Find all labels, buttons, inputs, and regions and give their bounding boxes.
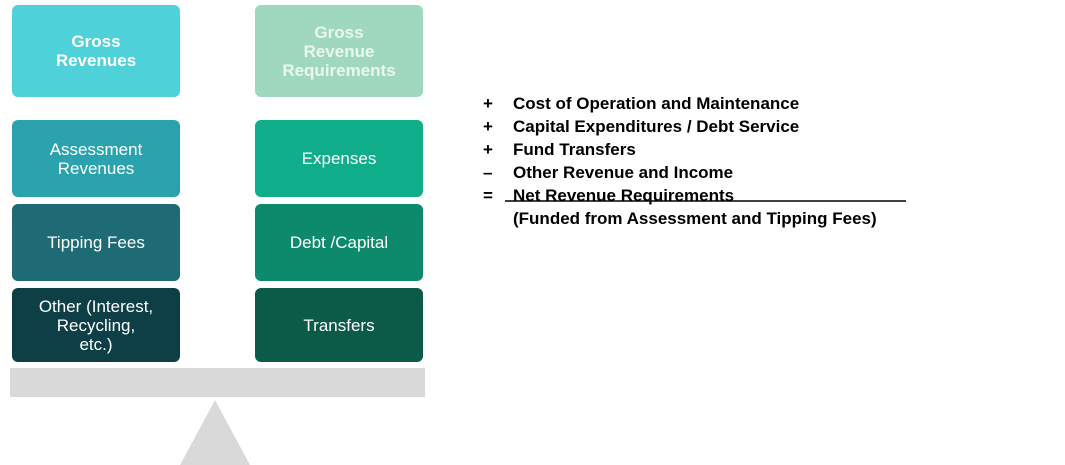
formula-symbol: + <box>483 94 493 113</box>
block-label: Tipping Fees <box>47 233 145 252</box>
block-label: etc.) <box>79 334 113 354</box>
block-label: Expenses <box>301 149 377 168</box>
block: Transfers <box>255 288 423 362</box>
block-label: Debt /Capital <box>289 233 389 252</box>
block-label: Requirements <box>282 60 396 80</box>
balance-beam <box>10 368 425 397</box>
formula-line: + Fund Transfers <box>483 140 636 160</box>
block-label: Other (Interest, <box>38 296 154 316</box>
block: Tipping Fees <box>12 204 180 281</box>
block: Debt /Capital <box>255 204 423 281</box>
block-label: Revenue <box>303 41 375 61</box>
formula-text: Fund Transfers <box>513 140 636 159</box>
block-label: Recycling, <box>56 315 136 335</box>
formula-line: = Net Revenue Requirements <box>483 186 734 206</box>
block: Gross Revenues <box>12 5 180 97</box>
formula-line: + Cost of Operation and Maintenance <box>483 94 799 114</box>
block-label: Gross <box>71 32 121 51</box>
block: Gross Revenue Requirements <box>255 5 423 97</box>
block-label: Assessment <box>49 139 143 159</box>
formula-text: Cost of Operation and Maintenance <box>513 94 800 113</box>
formula-text: (Funded from Assessment and Tipping Fees… <box>513 209 877 228</box>
block-label: Revenues <box>55 51 137 70</box>
formula-text: Capital Expenditures / Debt Service <box>513 117 800 136</box>
formula-symbol: – <box>483 163 493 182</box>
formula-line: (Funded from Assessment and Tipping Fees… <box>483 209 877 229</box>
formula-line: – Other Revenue and Income <box>483 163 733 183</box>
block: Other (Interest, Recycling, etc.) <box>12 288 180 362</box>
block-label: Revenues <box>57 158 135 178</box>
formula-symbol: + <box>483 140 493 159</box>
fulcrum <box>180 400 250 465</box>
block-label: Transfers <box>303 315 375 335</box>
formula-symbol: + <box>483 117 493 136</box>
block: Expenses <box>255 120 423 197</box>
block-label: Gross <box>314 22 364 42</box>
formula-text: Net Revenue Requirements <box>513 186 735 205</box>
block: Assessment Revenues <box>12 120 180 197</box>
formula-symbol: = <box>483 186 493 205</box>
formula-line: + Capital Expenditures / Debt Service <box>483 117 799 137</box>
formula-text: Other Revenue and Income <box>513 163 734 182</box>
